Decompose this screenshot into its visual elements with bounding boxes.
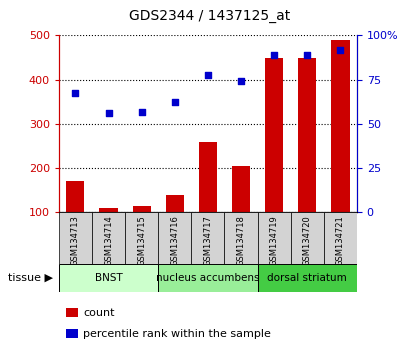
Bar: [265, 58, 283, 212]
Text: GSM134716: GSM134716: [170, 215, 179, 266]
Point: [271, 52, 278, 58]
Text: GSM134718: GSM134718: [236, 215, 246, 266]
Bar: [100, 208, 118, 212]
Bar: [224, 212, 257, 264]
Bar: [66, 181, 84, 212]
Text: nucleus accumbens: nucleus accumbens: [156, 273, 260, 283]
Bar: [331, 40, 349, 212]
Bar: [232, 166, 250, 212]
Bar: [165, 195, 184, 212]
Bar: [324, 212, 357, 264]
Bar: [192, 212, 224, 264]
Bar: [66, 329, 78, 338]
Text: GSM134713: GSM134713: [71, 215, 80, 266]
Point: [72, 90, 79, 96]
Bar: [158, 212, 192, 264]
Bar: [92, 212, 125, 264]
Text: GSM134720: GSM134720: [303, 215, 312, 266]
Bar: [257, 212, 291, 264]
Point: [205, 73, 211, 78]
Text: GSM134719: GSM134719: [270, 215, 278, 266]
Text: count: count: [84, 308, 115, 318]
Text: GDS2344 / 1437125_at: GDS2344 / 1437125_at: [129, 9, 291, 23]
Point: [105, 110, 112, 116]
Bar: [125, 212, 158, 264]
Text: BNST: BNST: [94, 273, 122, 283]
Text: GSM134714: GSM134714: [104, 215, 113, 266]
Point: [138, 109, 145, 115]
Text: dorsal striatum: dorsal striatum: [268, 273, 347, 283]
Point: [238, 79, 244, 84]
Bar: [199, 143, 217, 212]
Point: [171, 99, 178, 105]
Bar: [257, 264, 357, 292]
Bar: [298, 57, 316, 212]
Point: [304, 52, 311, 58]
Text: percentile rank within the sample: percentile rank within the sample: [84, 329, 271, 339]
Bar: [158, 264, 257, 292]
Bar: [133, 206, 151, 212]
Bar: [59, 212, 92, 264]
Point: [337, 47, 344, 53]
Text: GSM134721: GSM134721: [336, 215, 345, 266]
Text: GSM134717: GSM134717: [203, 215, 213, 266]
Bar: [291, 212, 324, 264]
Bar: [59, 264, 158, 292]
Text: tissue ▶: tissue ▶: [8, 273, 53, 283]
Text: GSM134715: GSM134715: [137, 215, 146, 266]
Bar: [66, 308, 78, 317]
